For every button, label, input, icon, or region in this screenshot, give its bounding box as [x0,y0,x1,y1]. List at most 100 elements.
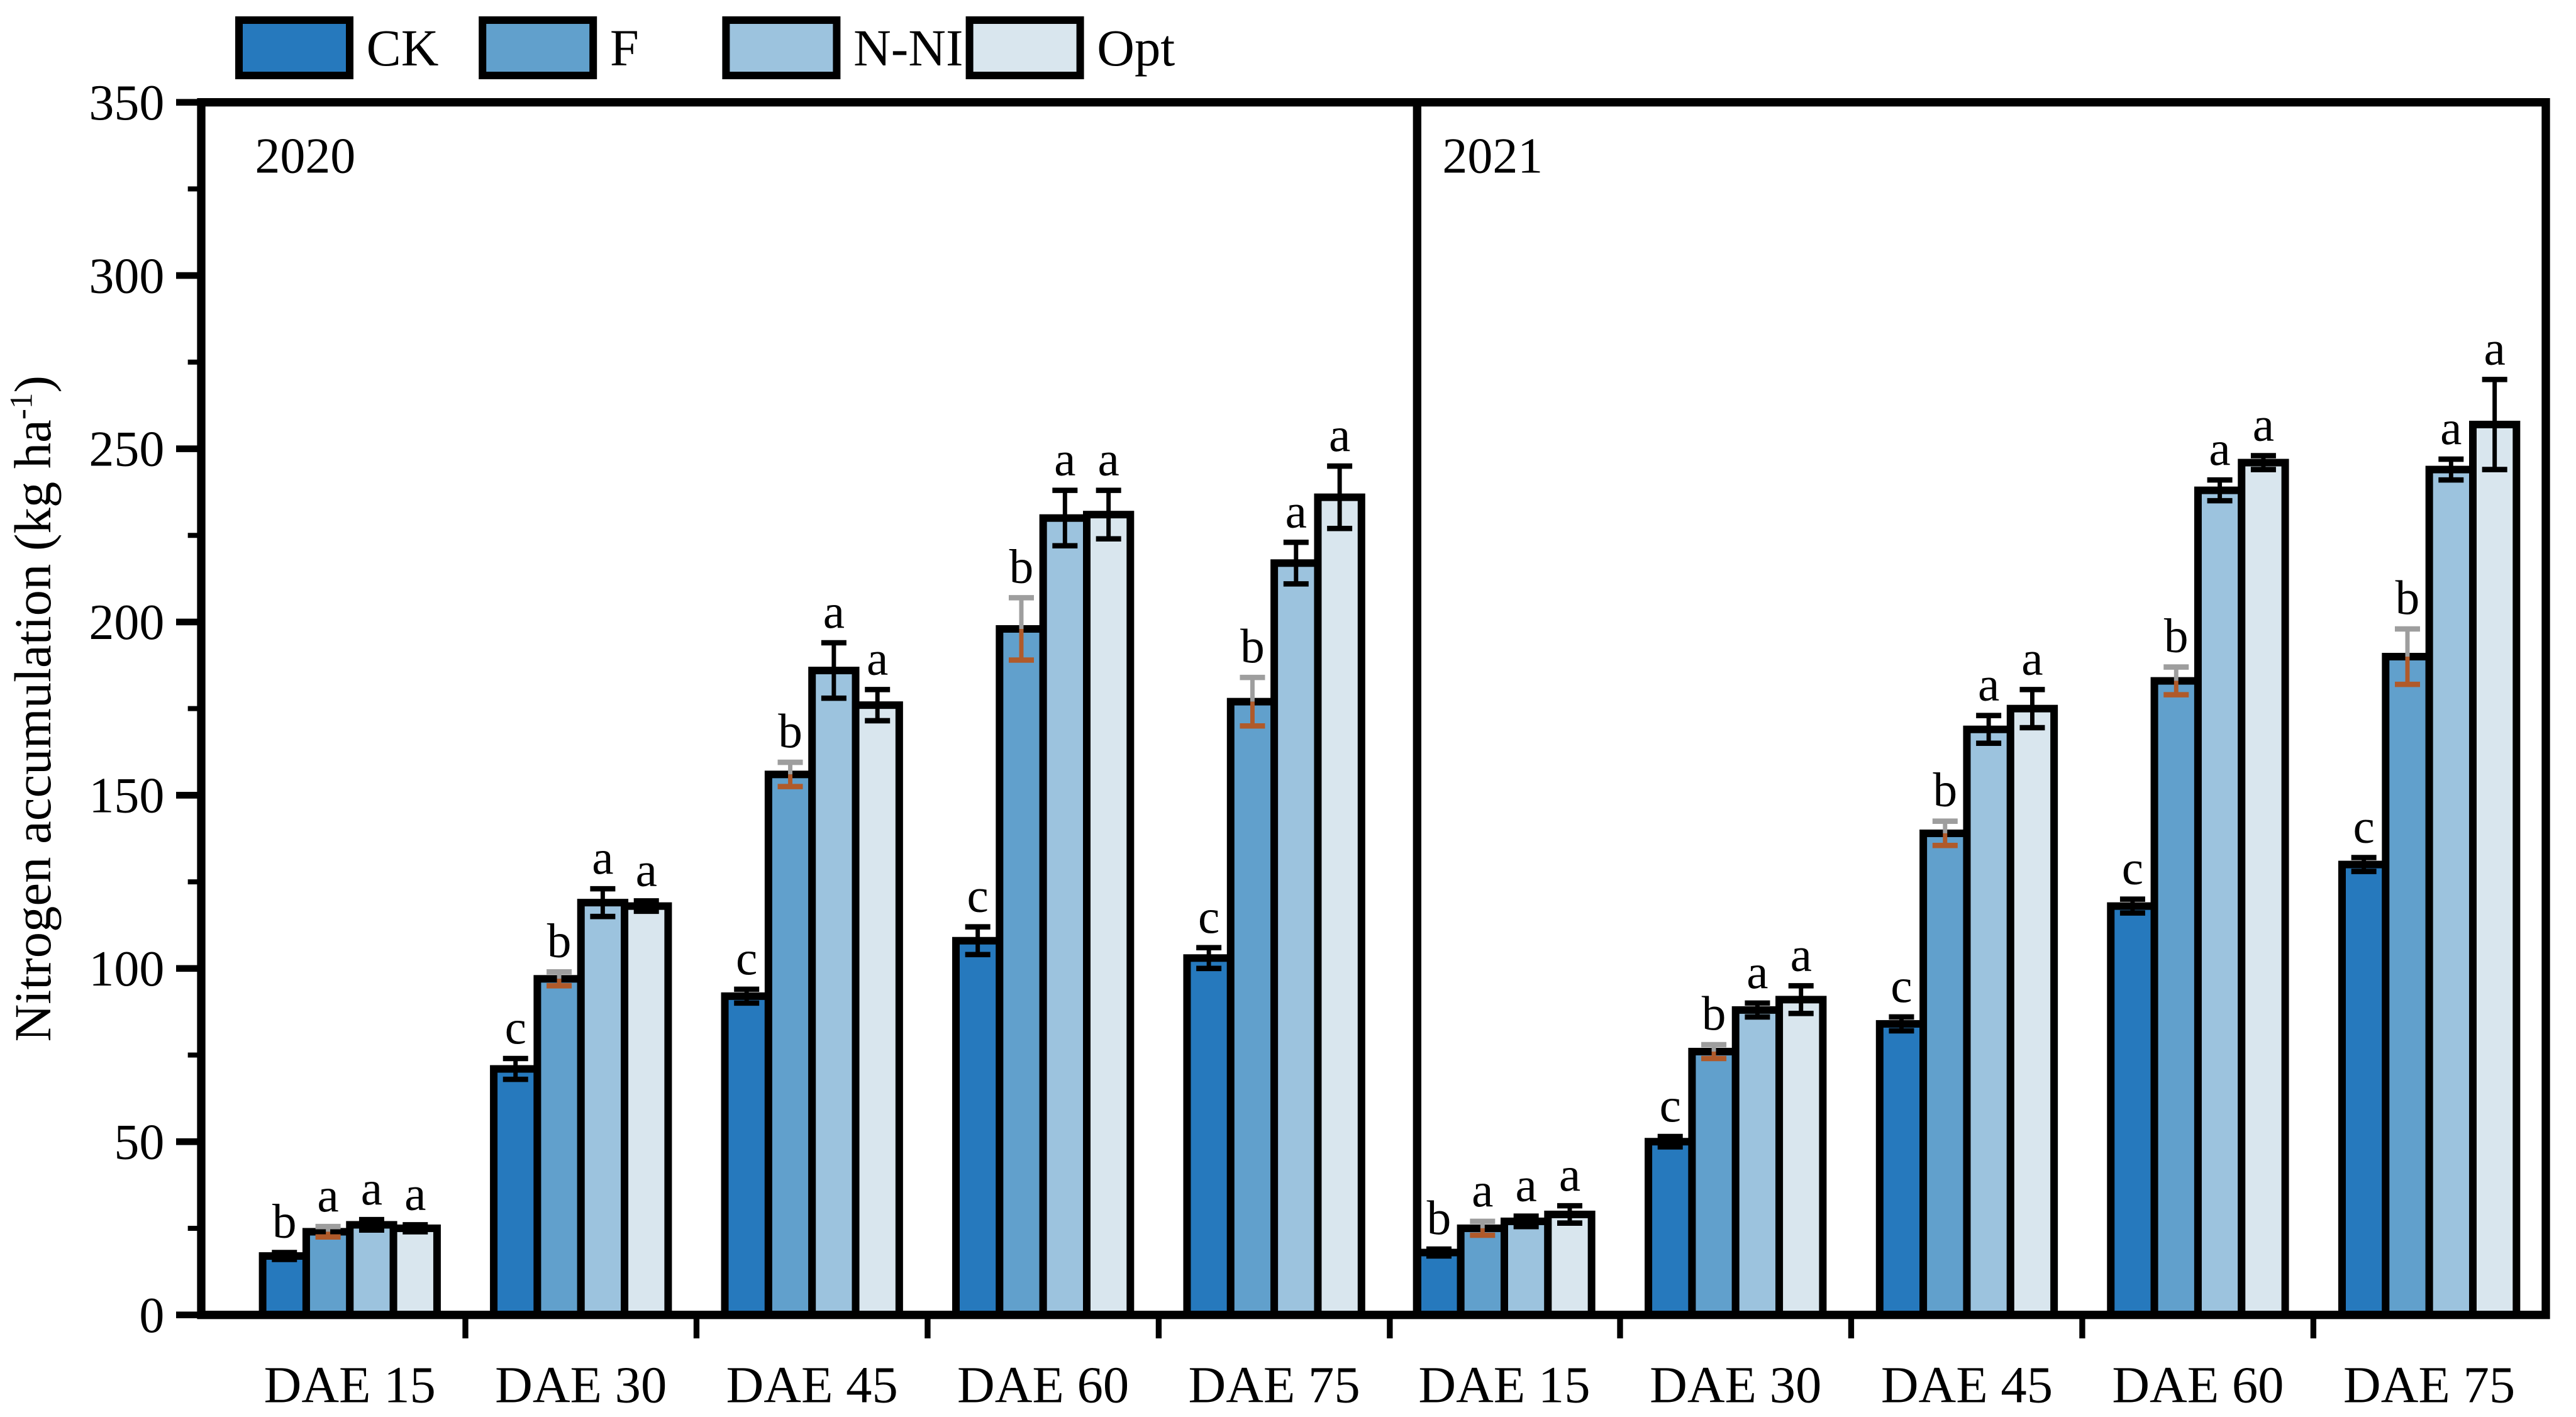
x-category-label: DAE 45 [726,1355,898,1413]
error-bars-group [272,377,2507,1262]
legend-swatch [235,16,354,79]
bar-2021-DAE75-F [2382,653,2433,1319]
bar-2021-DAE15-CK [1413,1248,1465,1319]
bar-2021-DAE75-CK [2338,860,2390,1319]
bar-2020-DAE75-CK [1183,954,1235,1319]
bar-2020-DAE75-F [1226,697,1279,1319]
legend: CK F N-NI Opt [235,16,1175,79]
legend-swatch [965,16,1084,79]
sig-letter: a [1790,927,1812,981]
y-tick-label: 0 [139,1288,164,1343]
bar-2020-DAE60-Opt [1083,511,1135,1319]
bar-2021-DAE45-F [1919,829,1971,1319]
bar-2021-DAE75-Opt [2468,420,2521,1319]
bar-2020-DAE30-CK [490,1065,541,1319]
sig-letter: c [1890,959,1912,1013]
sig-letter: a [1978,657,1999,711]
legend-label: N-NI [853,19,963,77]
sig-letter: b [2396,570,2420,625]
sig-letter: a [1054,432,1075,486]
sig-letter: a [636,842,657,896]
bar-2021-DAE15-F [1457,1224,1508,1319]
legend-label: CK [367,19,439,77]
bar-2021-DAE45-N-NI [1963,725,2014,1319]
y-tick-label: 200 [89,595,164,650]
sig-letter: a [2253,397,2274,452]
legend-swatch [479,16,597,79]
x-category-label: DAE 75 [1189,1355,1360,1413]
sig-letter: c [505,1000,526,1054]
bar-2021-DAE30-Opt [1775,996,1827,1319]
legend-item: F [479,16,639,79]
bar-2021-DAE45-Opt [2006,704,2058,1319]
sig-letter: a [867,631,888,685]
legend-item: CK [235,16,439,79]
bar-2021-DAE45-CK [1875,1020,1928,1319]
sig-letter: b [2164,609,2189,663]
sig-letter: c [967,869,989,923]
sig-letter: a [2209,421,2230,475]
bar-2020-DAE45-N-NI [808,667,860,1319]
sig-letter: a [361,1161,382,1215]
sig-letter: a [2440,401,2462,455]
sig-letter: a [1516,1158,1537,1212]
sig-letter: b [1702,986,1726,1040]
legend-item: Opt [965,16,1175,79]
sig-letter: a [2021,631,2043,685]
x-category-label: DAE 75 [2343,1355,2515,1413]
sig-letter: a [404,1166,426,1220]
y-tick-label: 150 [89,769,164,824]
sig-letter: a [1098,432,1119,486]
bar-2020-DAE15-N-NI [346,1221,397,1319]
sig-letter: a [1285,484,1307,538]
sig-letter: a [1472,1163,1493,1217]
sig-letter: a [823,584,845,638]
legend-label: Opt [1097,19,1175,77]
bar-2020-DAE75-N-NI [1270,559,1322,1319]
bar-2020-DAE60-F [996,625,1047,1319]
x-category-label: DAE 60 [957,1355,1129,1413]
legend-swatch [722,16,841,79]
bar-2020-DAE30-Opt [621,902,672,1319]
sig-letter: b [778,704,802,758]
y-axis-title: Nitrogen accumulation (kg ha-1) [4,375,62,1042]
x-category-label: DAE 60 [2112,1355,2284,1413]
sig-letter: b [547,913,572,967]
sig-letter: b [1933,763,1957,817]
x-category-label: DAE 45 [1881,1355,2053,1413]
sig-letter: c [736,931,757,985]
x-category-label: DAE 15 [264,1355,436,1413]
bar-2021-DAE60-Opt [2238,458,2289,1319]
sig-letter: c [1198,889,1219,943]
bar-2020-DAE15-Opt [389,1224,441,1319]
bar-2021-DAE60-N-NI [2194,486,2246,1319]
y-tick-label: 350 [89,75,164,131]
legend-label: F [610,19,639,77]
y-tick-label: 50 [114,1114,164,1170]
x-category-label: DAE 30 [495,1355,667,1413]
y-tick-label: 100 [89,942,164,997]
x-category-label: DAE 15 [1418,1355,1590,1413]
sig-letter: c [2122,841,2143,895]
sig-letter: c [2353,799,2374,853]
bar-2020-DAE15-CK [258,1252,310,1319]
bar-2020-DAE45-Opt [852,701,903,1319]
sig-letter: b [1009,539,1034,593]
bar-2021-DAE30-F [1688,1048,1740,1319]
sig-letter: a [592,830,613,884]
bar-2020-DAE15-F [302,1228,354,1319]
bar-2021-DAE15-Opt [1544,1210,1596,1319]
bar-2021-DAE15-N-NI [1500,1217,1552,1319]
sig-letter: a [2484,321,2505,375]
bar-2020-DAE30-F [533,975,585,1319]
sig-letter: a [1329,408,1350,462]
sig-letter: a [1746,945,1768,999]
sig-letter: a [1559,1147,1580,1201]
sig-letter: c [1660,1078,1681,1132]
bar-2020-DAE60-N-NI [1039,514,1091,1319]
y-tick-label: 300 [89,248,164,304]
legend-item: N-NI [722,16,963,79]
